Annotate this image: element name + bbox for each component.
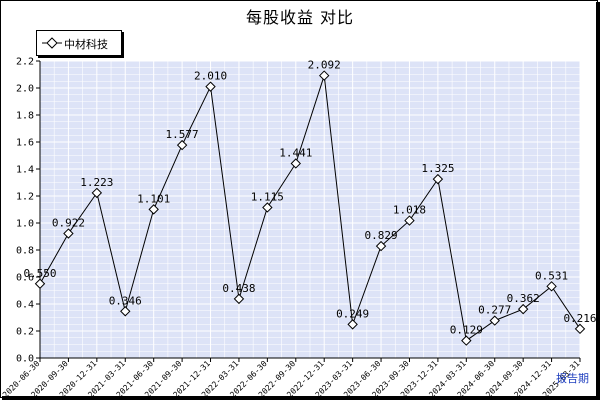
y-tick-label: 0.8 — [16, 246, 34, 257]
data-point — [546, 281, 557, 292]
data-point — [63, 228, 74, 239]
data-point — [120, 306, 131, 317]
data-point — [176, 139, 188, 151]
data-label: 1.325 — [421, 162, 454, 175]
data-label: 0.129 — [450, 324, 483, 337]
data-label: 2.092 — [308, 59, 341, 72]
data-label: 0.362 — [507, 292, 540, 305]
series-line — [39, 75, 581, 342]
data-label: 0.277 — [478, 304, 511, 317]
data-point — [517, 303, 529, 315]
data-point — [574, 323, 586, 335]
y-tick-label: 1.4 — [16, 165, 34, 176]
data-point — [262, 202, 273, 213]
data-point — [319, 70, 330, 81]
data-label: 1.223 — [80, 176, 113, 189]
data-point — [404, 215, 415, 226]
y-tick-label: 0.6 — [16, 273, 34, 284]
data-label: 2.010 — [194, 70, 227, 83]
data-point — [233, 293, 245, 305]
data-label: 1.101 — [137, 192, 170, 205]
frame-shadow-right — [596, 2, 600, 400]
y-tick-label: 2.0 — [16, 84, 34, 95]
data-label: 1.018 — [393, 204, 426, 217]
data-label: 0.922 — [52, 217, 85, 230]
data-label: 0.249 — [336, 307, 369, 320]
x-axis-period-label: 报告期 — [556, 372, 589, 385]
data-label: 0.531 — [535, 269, 568, 282]
data-label: 1.577 — [166, 128, 199, 141]
data-label: 0.829 — [364, 229, 397, 242]
y-tick-label: 1.6 — [16, 138, 34, 149]
y-tick-label: 0.4 — [16, 300, 34, 311]
data-point — [205, 81, 216, 92]
y-tick-label: 0.0 — [16, 354, 34, 365]
frame-shadow-bottom — [2, 396, 600, 400]
y-tick-label: 1.2 — [16, 192, 34, 203]
data-point — [34, 278, 46, 289]
data-point — [91, 187, 103, 199]
data-point — [432, 173, 444, 185]
y-tick-label: 0.2 — [16, 327, 34, 338]
data-label: 0.346 — [109, 294, 142, 307]
data-point — [489, 315, 500, 326]
data-label: 0.438 — [222, 282, 255, 295]
data-label: 1.115 — [251, 190, 284, 203]
legend-series-label: 中材科技 — [64, 38, 108, 51]
data-point — [347, 319, 358, 330]
data-point — [375, 240, 387, 252]
data-point — [148, 204, 159, 215]
y-tick-label: 2.2 — [16, 57, 34, 68]
legend-marker-icon — [42, 37, 62, 49]
legend: 中材科技 — [36, 30, 122, 56]
data-label: 1.441 — [279, 146, 312, 159]
y-tick-label: 1.0 — [16, 219, 34, 230]
chart-title: 每股收益 对比 — [245, 8, 355, 27]
y-tick-label: 1.8 — [16, 111, 34, 122]
data-point — [290, 158, 301, 169]
data-label: 0.216 — [563, 312, 596, 325]
data-label: 0.550 — [23, 267, 56, 280]
data-point — [461, 335, 472, 346]
